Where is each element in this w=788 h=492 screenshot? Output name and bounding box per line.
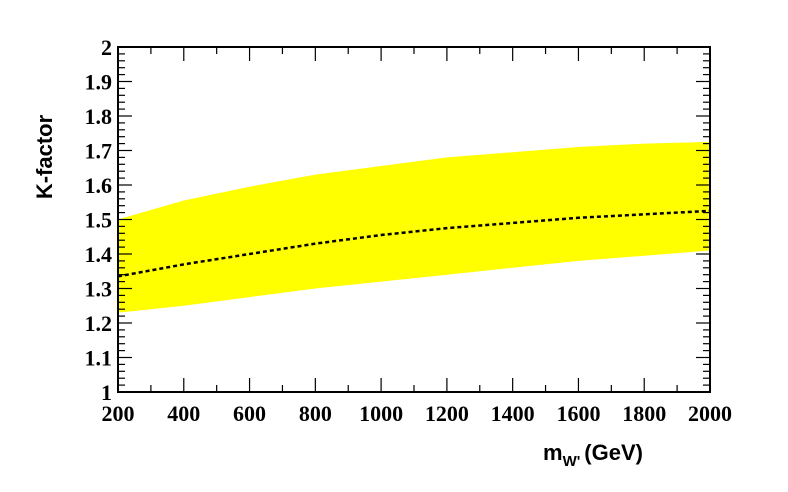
tick-labels-layer: 200 400 600 800 1000 1200 1400 1600 1800 2000 1 1.1… xyxy=(85,35,733,426)
y-tick-label: 1.5 xyxy=(85,208,113,233)
x-tick-label: 2000 xyxy=(688,401,732,426)
y-tick-label: 1.7 xyxy=(85,139,113,164)
y-tick-label: 1.3 xyxy=(85,277,113,302)
x-axis-label-subscript: W' xyxy=(563,453,581,470)
x-tick-label: 1600 xyxy=(556,401,600,426)
central-value-line xyxy=(117,209,711,278)
x-tick-label: 400 xyxy=(167,401,200,426)
y-tick-label: 1.1 xyxy=(85,346,113,371)
x-axis-label-unit: (GeV) xyxy=(584,440,643,465)
x-tick-label: 1000 xyxy=(359,401,403,426)
y-tick-label: 1 xyxy=(101,380,112,405)
x-axis-label: mW' (GeV) xyxy=(543,440,643,470)
y-tick-label: 1.6 xyxy=(85,173,113,198)
central-line-layer xyxy=(117,209,711,278)
x-tick-label: 1200 xyxy=(425,401,469,426)
x-tick-label: 1800 xyxy=(622,401,666,426)
y-tick-label: 2 xyxy=(101,35,112,60)
x-tick-label: 800 xyxy=(299,401,332,426)
plot-frame xyxy=(117,46,711,393)
x-tick-label: 600 xyxy=(233,401,266,426)
y-tick-label: 1.4 xyxy=(85,242,113,267)
y-axis-label: K-factor xyxy=(32,114,57,199)
uncertainty-band xyxy=(118,141,710,313)
y-tick-label: 1.8 xyxy=(85,104,113,129)
y-tick-label: 1.2 xyxy=(85,311,113,336)
x-tick-label: 1400 xyxy=(491,401,535,426)
x-axis-label-symbol: m xyxy=(543,440,563,465)
uncertainty-band-layer xyxy=(118,141,710,313)
y-tick-label: 1.9 xyxy=(85,70,113,95)
x-tick-label: 200 xyxy=(102,401,135,426)
